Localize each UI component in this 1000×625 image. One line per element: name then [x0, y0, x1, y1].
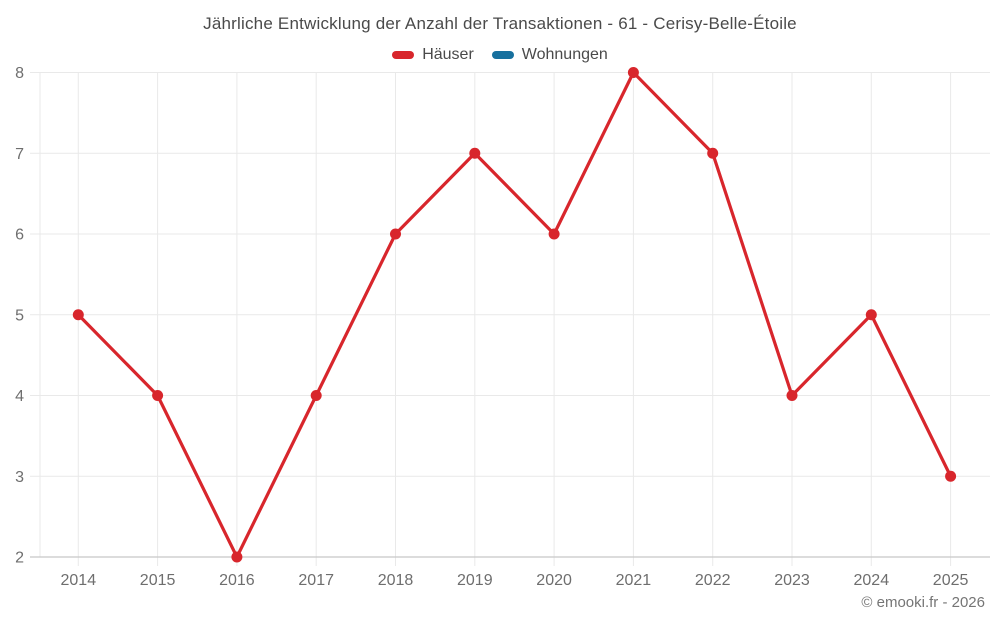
legend-item-wohnungen[interactable]: Wohnungen: [491, 46, 608, 64]
häuser-data-point[interactable]: [865, 309, 877, 321]
y-tick-label: 5: [15, 307, 24, 324]
häuser-data-point[interactable]: [707, 147, 719, 159]
x-tick-label: 2018: [378, 572, 414, 589]
x-tick-label: 2016: [219, 572, 255, 589]
x-tick-label: 2025: [933, 572, 969, 589]
häuser-data-point[interactable]: [152, 390, 164, 401]
x-tick-label: 2022: [695, 572, 731, 589]
y-tick-label: 6: [15, 227, 24, 244]
x-tick-label: 2023: [774, 572, 810, 589]
copyright-text: © emooki.fr - 2026: [861, 594, 985, 611]
häuser-line-series: [76, 70, 953, 559]
y-tick-label: 2: [15, 550, 24, 567]
häuser-data-point[interactable]: [390, 228, 401, 240]
legend: Häuser Wohnungen: [0, 46, 1000, 64]
chart-title: Jährliche Entwicklung der Anzahl der Tra…: [203, 14, 797, 33]
x-tick-label: 2019: [457, 572, 493, 589]
y-tick-label: 8: [15, 65, 24, 82]
x-tick-label: 2021: [616, 572, 652, 589]
wohnungen-series-swatch-icon: [491, 51, 514, 59]
x-tick-label: 2014: [61, 572, 97, 589]
haeuser-series-swatch-icon: [392, 51, 415, 59]
häuser-data-point[interactable]: [786, 390, 798, 401]
häuser-data-point[interactable]: [231, 551, 243, 563]
y-tick-label: 3: [15, 469, 24, 486]
häuser-data-point[interactable]: [310, 390, 322, 401]
legend-item-haeuser[interactable]: Häuser: [392, 46, 474, 64]
legend-label-wohnungen: Wohnungen: [521, 46, 608, 63]
x-tick-label: 2017: [298, 572, 334, 589]
y-tick-label: 7: [15, 146, 24, 163]
häuser-data-point[interactable]: [72, 309, 84, 321]
häuser-data-point[interactable]: [548, 228, 560, 240]
x-tick-label: 2024: [854, 572, 890, 589]
häuser-data-point[interactable]: [469, 147, 481, 159]
legend-label-haeuser: Häuser: [422, 46, 474, 63]
x-tick-label: 2020: [536, 572, 572, 589]
häuser-data-point[interactable]: [945, 470, 957, 482]
y-tick-label: 4: [15, 388, 24, 405]
x-tick-label: 2015: [140, 572, 176, 589]
häuser-data-point[interactable]: [627, 67, 639, 78]
